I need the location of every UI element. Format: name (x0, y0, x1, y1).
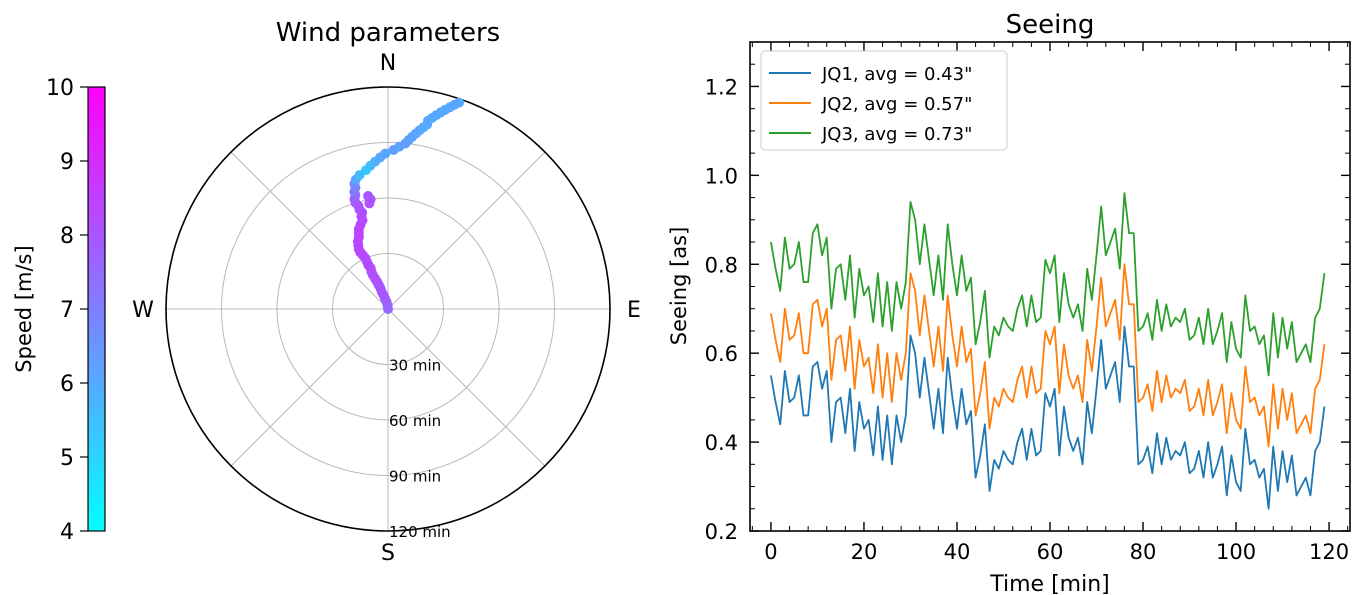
wind-points (349, 97, 465, 314)
legend-label-jq2: JQ2, avg = 0.57" (821, 94, 972, 115)
radial-labels: 30 min 60 min 90 min 120 min (389, 357, 451, 542)
colorbar-tick-label: 6 (60, 372, 74, 397)
direction-n: N (380, 51, 396, 76)
legend-item-jq3: JQ3, avg = 0.73" (769, 124, 972, 145)
series-line-jq2 (770, 263, 1326, 448)
seeing-ylabel: Seeing [as] (667, 227, 691, 346)
polar-frame (165, 86, 611, 532)
x-tick-label: 20 (851, 540, 878, 564)
wind-point (380, 148, 391, 159)
direction-w: W (132, 298, 154, 323)
legend-label-jq1: JQ1, avg = 0.43" (821, 64, 972, 85)
y-tick-label: 0.6 (705, 342, 738, 366)
series-line-jq1 (770, 325, 1326, 510)
colorbar-tick-label: 4 (60, 520, 74, 545)
colorbar-gradient (87, 86, 106, 532)
colorbar-ticks: 4 5 6 7 8 9 10 (46, 76, 88, 545)
legend: JQ1, avg = 0.43" JQ2, avg = 0.57" JQ3, a… (760, 50, 1008, 151)
wind-point (454, 97, 465, 108)
colorbar-label: Speed [m/s] (12, 245, 36, 372)
x-tick-label: 100 (1216, 540, 1256, 564)
wind-panel: Wind parameters 4 5 6 7 8 9 10 Speed [m/s] 30 … (12, 18, 641, 566)
colorbar-tick-label: 10 (46, 76, 74, 101)
x-tick-label: 40 (944, 540, 971, 564)
y-tick-label: 0.4 (705, 431, 738, 455)
legend-item-jq2: JQ2, avg = 0.57" (769, 94, 972, 115)
colorbar-tick-label: 7 (60, 298, 74, 323)
direction-e: E (627, 298, 641, 323)
x-tick-label: 60 (1037, 540, 1064, 564)
colorbar-tick-label: 9 (60, 150, 74, 175)
polar-ring (221, 142, 555, 476)
polar-grid (166, 87, 610, 531)
direction-s: S (381, 541, 395, 566)
radial-label: 30 min (389, 357, 441, 375)
radial-label: 90 min (389, 468, 441, 486)
seeing-xlabel: Time [min] (989, 572, 1110, 595)
seeing-title: Seeing (1006, 10, 1095, 40)
series-line-jq3 (770, 192, 1326, 377)
seeing-series (770, 192, 1326, 510)
seeing-frame (749, 41, 1351, 532)
legend-item-jq1: JQ1, avg = 0.43" (769, 64, 972, 85)
seeing-axes: 0 20 40 60 80 100 120 0.2 0.4 0.6 0.8 1.0 1.2 (705, 41, 1350, 564)
wind-point (363, 191, 374, 202)
radial-label: 60 min (389, 412, 441, 430)
x-tick-label: 0 (764, 540, 777, 564)
polar-plot: 30 min 60 min 90 min 120 min N S E W (132, 51, 641, 566)
legend-box (760, 50, 1008, 151)
colorbar: 4 5 6 7 8 9 10 Speed [m/s] (12, 76, 106, 545)
x-tick-label: 80 (1130, 540, 1157, 564)
y-tick-label: 0.2 (705, 520, 738, 544)
radial-label: 120 min (389, 523, 451, 541)
y-tick-label: 1.2 (705, 75, 738, 99)
colorbar-tick-label: 5 (60, 446, 74, 471)
x-tick-label: 120 (1309, 540, 1349, 564)
seeing-panel: Seeing 0 20 40 60 80 100 120 0.2 0.4 0.6 0.8 1.0 1.2… (667, 10, 1351, 595)
polar-ring (332, 253, 444, 365)
y-tick-label: 1.0 (705, 164, 738, 188)
polar-ring (276, 197, 500, 421)
colorbar-tick-label: 8 (60, 224, 74, 249)
legend-label-jq3: JQ3, avg = 0.73" (821, 124, 972, 145)
y-tick-label: 0.8 (705, 253, 738, 277)
wind-title: Wind parameters (276, 18, 500, 48)
